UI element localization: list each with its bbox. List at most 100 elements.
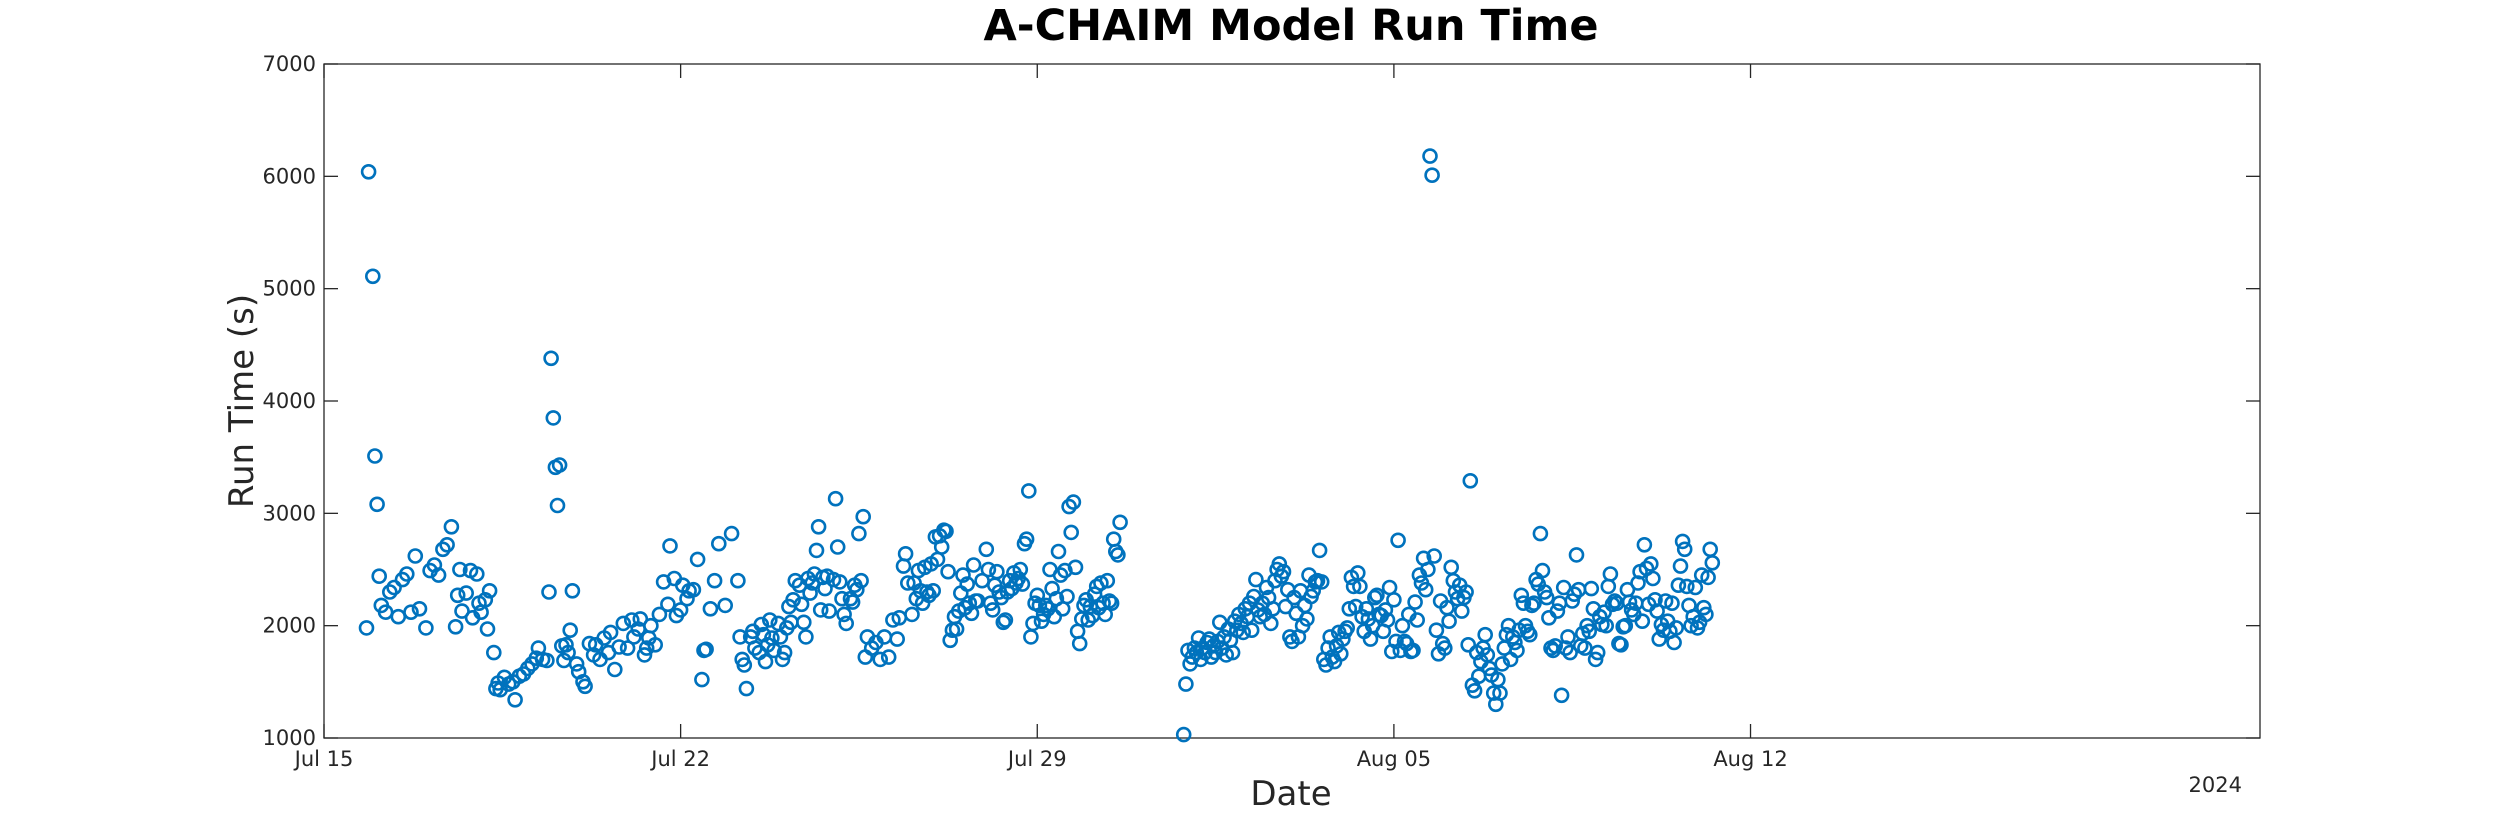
data-point bbox=[1651, 631, 1667, 647]
data-point bbox=[1061, 498, 1077, 515]
data-point bbox=[808, 542, 825, 559]
data-point bbox=[1513, 587, 1530, 604]
data-point bbox=[1522, 626, 1538, 643]
data-point bbox=[1460, 636, 1476, 653]
data-point bbox=[1277, 598, 1294, 615]
data-point bbox=[965, 557, 982, 573]
data-point bbox=[1018, 531, 1035, 548]
data-point bbox=[1700, 569, 1716, 586]
data-point bbox=[821, 603, 838, 619]
data-point bbox=[1235, 624, 1251, 641]
data-point bbox=[1636, 536, 1653, 553]
data-point bbox=[1566, 586, 1583, 603]
data-point bbox=[757, 653, 774, 670]
data-point bbox=[360, 164, 377, 180]
data-point bbox=[1643, 556, 1659, 572]
data-point bbox=[647, 636, 664, 653]
data-point bbox=[541, 584, 557, 600]
data-point bbox=[1555, 579, 1572, 596]
data-point bbox=[904, 606, 920, 623]
data-point bbox=[793, 596, 810, 613]
data-point bbox=[1071, 635, 1088, 652]
data-point bbox=[895, 558, 912, 574]
data-point bbox=[1606, 593, 1623, 609]
data-point bbox=[1063, 524, 1079, 541]
data-point bbox=[689, 551, 706, 568]
data-point bbox=[660, 596, 676, 613]
data-point bbox=[710, 535, 727, 552]
data-point bbox=[1704, 554, 1721, 571]
data-point bbox=[519, 660, 536, 677]
data-point bbox=[995, 614, 1012, 631]
data-point bbox=[1405, 642, 1421, 659]
data-point bbox=[568, 656, 585, 672]
data-point bbox=[1390, 532, 1406, 549]
data-point bbox=[1634, 613, 1651, 630]
data-point bbox=[1676, 541, 1693, 558]
data-point bbox=[831, 574, 848, 590]
data-point bbox=[418, 620, 434, 636]
data-point bbox=[1485, 685, 1502, 701]
data-point bbox=[1664, 595, 1680, 612]
data-point bbox=[774, 651, 791, 668]
x-tick-label: Jul 22 bbox=[649, 747, 710, 771]
data-point bbox=[1263, 615, 1279, 632]
data-point bbox=[984, 602, 1001, 618]
data-point bbox=[933, 539, 950, 555]
data-point bbox=[662, 538, 678, 554]
data-point bbox=[694, 671, 710, 688]
data-point bbox=[1345, 578, 1362, 595]
data-point bbox=[1509, 642, 1525, 659]
data-point bbox=[1243, 622, 1260, 639]
data-point bbox=[1454, 603, 1470, 619]
data-point bbox=[1477, 626, 1493, 643]
data-point bbox=[1046, 608, 1062, 625]
data-point bbox=[880, 649, 897, 665]
y-tick-label: 5000 bbox=[263, 277, 316, 301]
data-point bbox=[1275, 563, 1292, 580]
data-point bbox=[1099, 572, 1116, 589]
data-point bbox=[1205, 638, 1222, 654]
data-point bbox=[1021, 483, 1037, 499]
data-point bbox=[435, 541, 451, 558]
data-point bbox=[1524, 597, 1540, 614]
data-point bbox=[848, 581, 865, 598]
data-point bbox=[853, 572, 869, 589]
data-point bbox=[802, 585, 818, 601]
x-tick-label: Aug 05 bbox=[1357, 747, 1431, 771]
x-axis-label: Date bbox=[1250, 774, 1331, 814]
data-point bbox=[1547, 638, 1563, 654]
data-point bbox=[1023, 629, 1039, 645]
data-point bbox=[562, 622, 579, 639]
data-point bbox=[978, 541, 995, 558]
data-point bbox=[551, 457, 568, 473]
data-point bbox=[1458, 584, 1474, 600]
data-point bbox=[369, 496, 385, 513]
data-point bbox=[481, 582, 498, 599]
data-point bbox=[1417, 581, 1434, 598]
data-point bbox=[1581, 623, 1597, 640]
data-point bbox=[485, 644, 502, 661]
data-point bbox=[1696, 599, 1712, 616]
data-point bbox=[381, 584, 398, 600]
data-point bbox=[1409, 612, 1425, 628]
data-point bbox=[1175, 726, 1192, 743]
data-point bbox=[367, 448, 383, 464]
data-point bbox=[632, 611, 649, 627]
data-point bbox=[1666, 634, 1682, 651]
data-point bbox=[738, 680, 755, 697]
data-point bbox=[889, 631, 906, 647]
data-point bbox=[364, 268, 381, 285]
x-tick-label: Jul 29 bbox=[1006, 747, 1067, 771]
data-point bbox=[810, 518, 827, 535]
data-point bbox=[1679, 578, 1695, 595]
data-point bbox=[829, 539, 846, 555]
data-point bbox=[564, 582, 581, 599]
data-point bbox=[1101, 593, 1118, 609]
data-point bbox=[1443, 559, 1459, 576]
data-point bbox=[925, 582, 942, 599]
data-point bbox=[1050, 543, 1067, 560]
data-point bbox=[549, 497, 566, 514]
data-point bbox=[1029, 587, 1046, 604]
data-point bbox=[1549, 603, 1566, 619]
